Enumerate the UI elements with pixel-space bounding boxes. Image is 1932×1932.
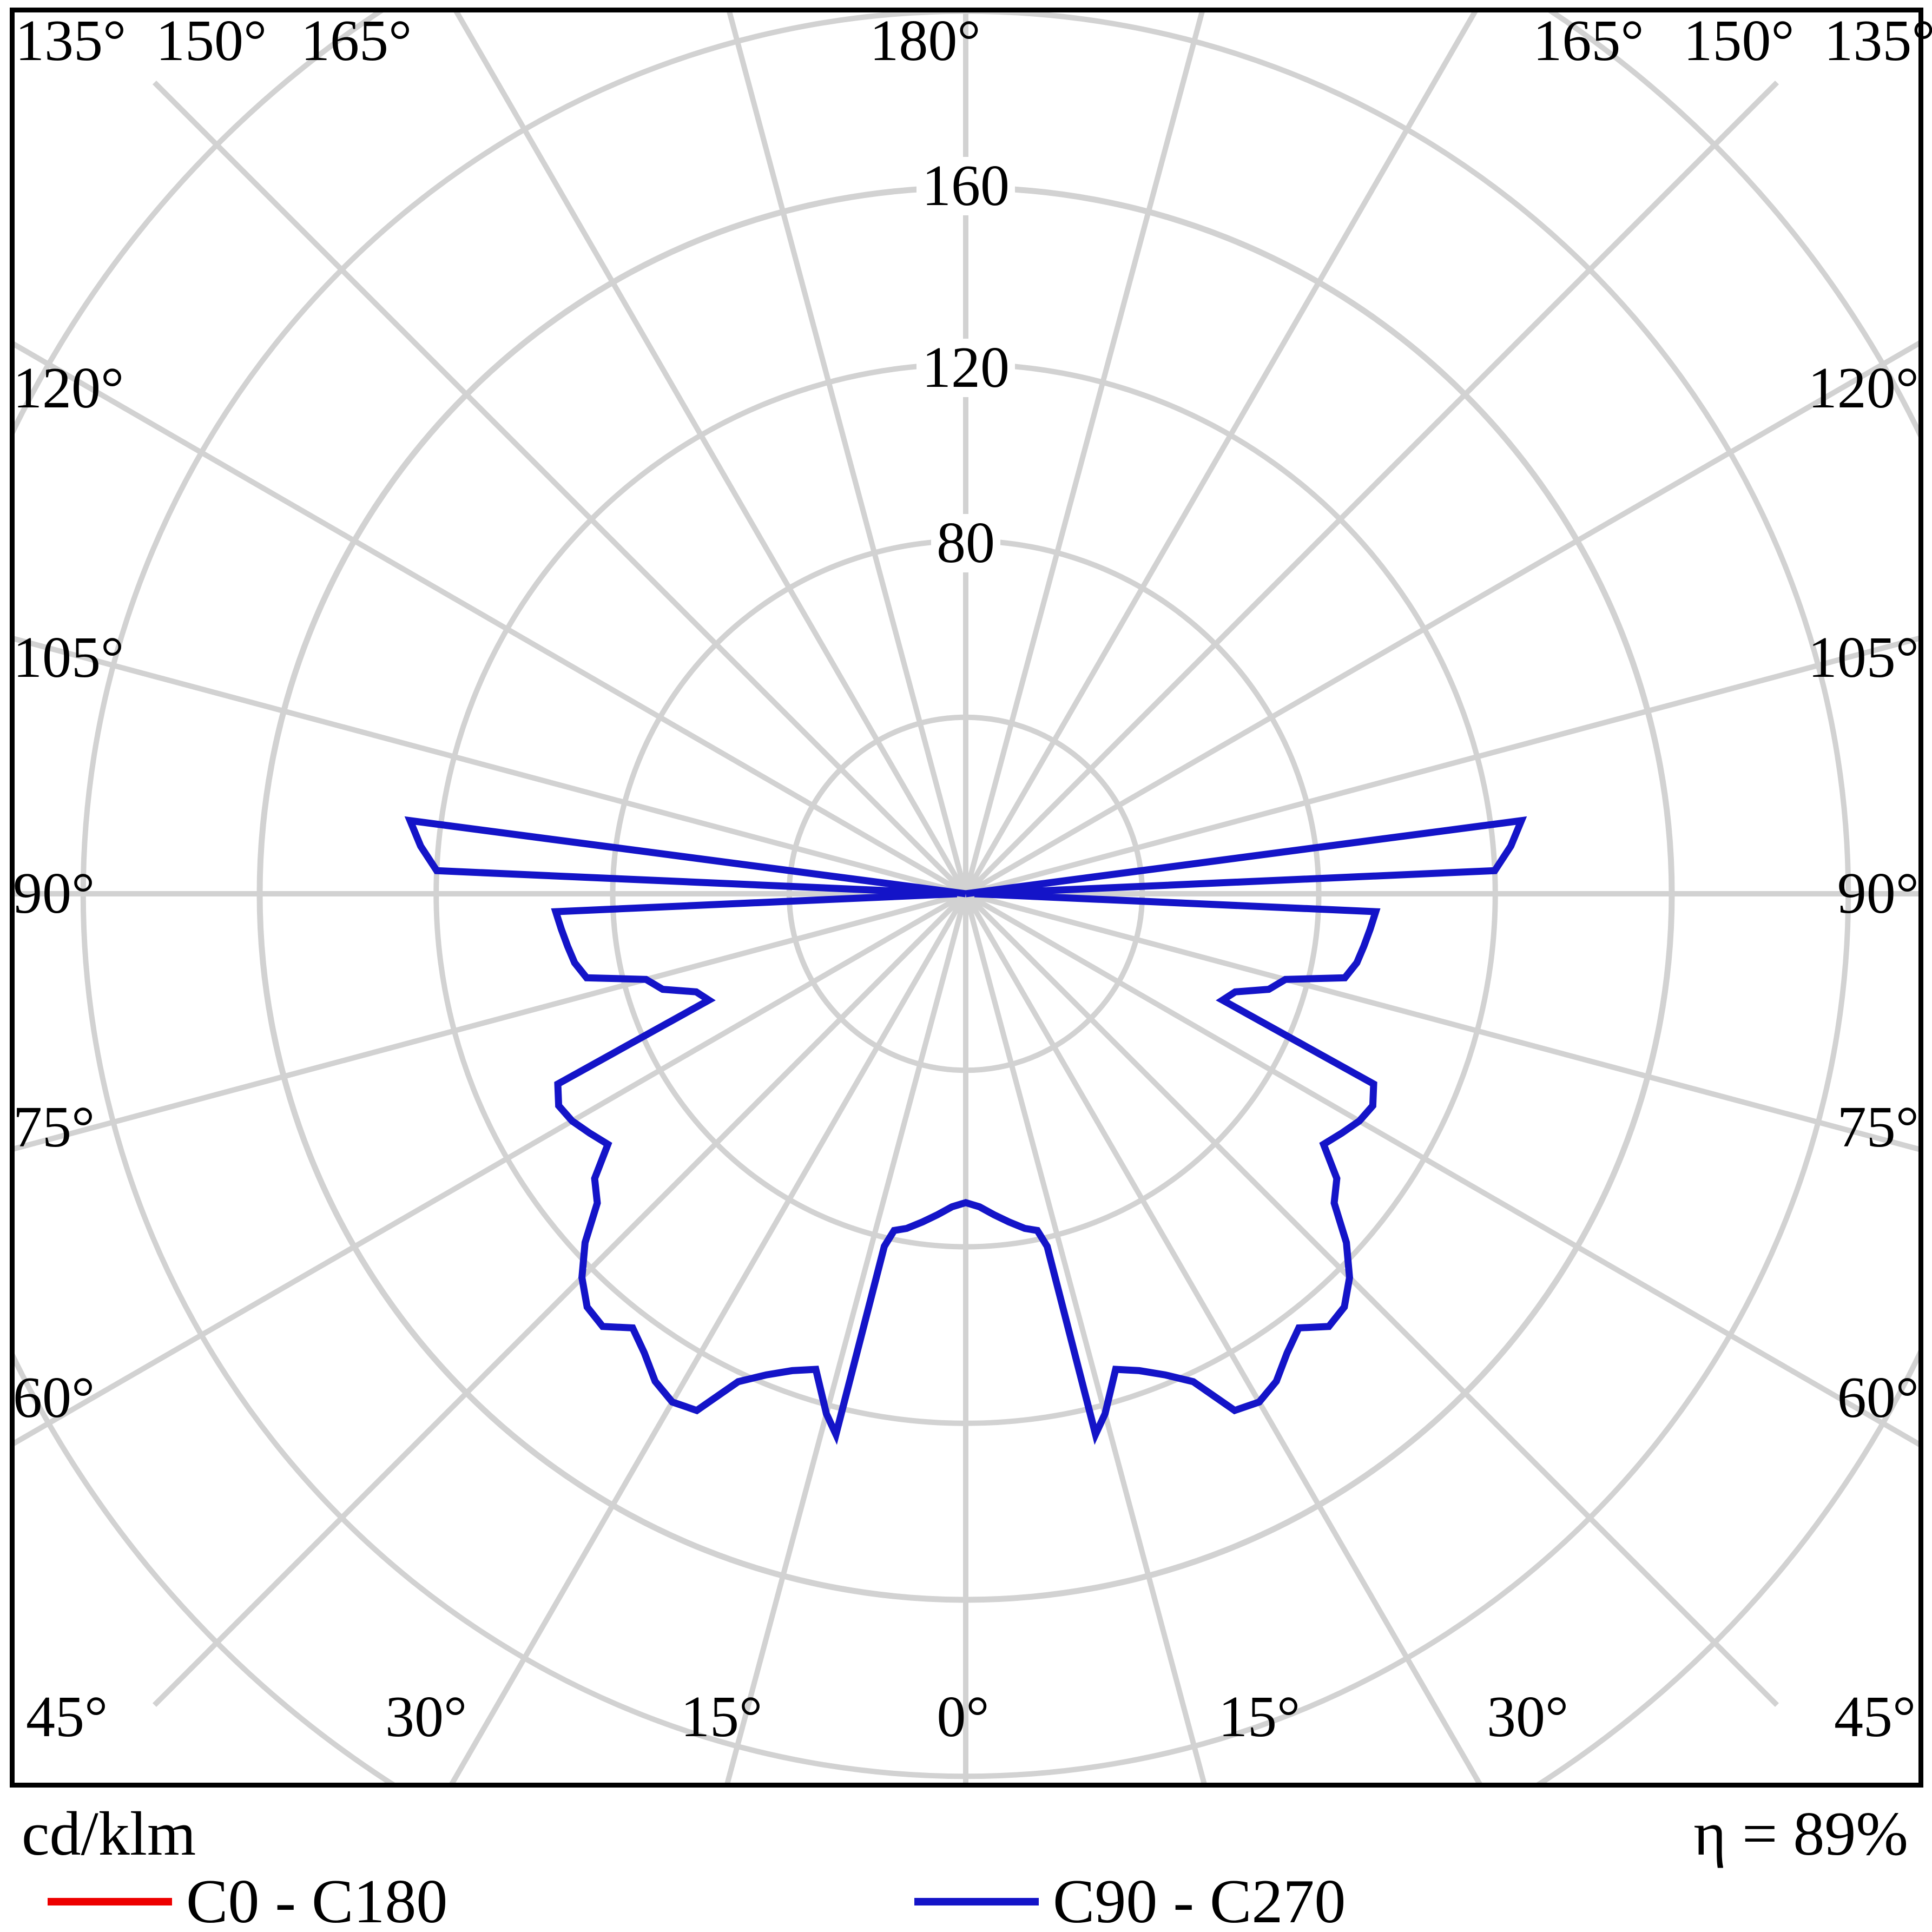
grid-spoke-15: [963, 893, 1151, 1577]
radial-tick-label-160: 160: [916, 157, 1015, 215]
chart-legend: cd/klm η = 89% C0 - C180 C90 - C270: [0, 1791, 1932, 1932]
legend-item-c0-c180[interactable]: C0 - C180: [48, 1870, 447, 1932]
grid-spoke-outer-120: [1575, 340, 1918, 543]
grid-spoke-outer--135: [152, 80, 469, 397]
grid-spoke-45: [964, 892, 1467, 1395]
grid-spoke--15: [780, 893, 968, 1577]
efficiency-label: η = 89%: [1693, 1799, 1908, 1869]
grid-spoke--45: [464, 892, 968, 1395]
angle-label-75-left: 75°: [13, 1095, 95, 1159]
unit-label: cd/klm: [22, 1799, 196, 1869]
grid-spoke-105: [965, 708, 1649, 896]
angle-label-60-right: 60°: [1837, 1366, 1919, 1430]
grid-spoke-outer-30: [1316, 1504, 1482, 1783]
grid-spoke-outer--105: [15, 636, 285, 714]
angle-label-135-topleft: 135°: [15, 9, 127, 73]
angle-label-30-bottomright: 30°: [1487, 1685, 1569, 1749]
grid-spoke-120: [964, 538, 1579, 896]
grid-spoke-outer--30: [449, 1504, 615, 1783]
angle-label-15-bottomright: 15°: [1218, 1685, 1301, 1749]
legend-label-c0-c180: C0 - C180: [186, 1867, 448, 1932]
angle-label-30-bottomleft: 30°: [385, 1685, 467, 1749]
grid-spoke-outer-105: [1647, 635, 1918, 714]
angle-label-120-right: 120°: [1808, 356, 1919, 420]
curve-c90-c270: [404, 816, 1527, 1445]
angle-label-60-left: 60°: [13, 1366, 95, 1430]
grid-spoke-outer--165: [727, 12, 786, 213]
grid-spoke-outer-135: [1463, 80, 1779, 397]
grid-spoke-30: [963, 892, 1321, 1507]
grid-spoke--60: [353, 891, 967, 1249]
grid-spoke-outer--60: [15, 1244, 356, 1446]
grid-spoke-outer-60: [1575, 1244, 1918, 1447]
legend-swatch-c90-c270: [914, 1898, 1039, 1905]
angle-label-90-right: 90°: [1837, 861, 1919, 926]
angle-label-180-top: 180°: [869, 9, 981, 73]
angle-label-135-topright: 135°: [1824, 9, 1932, 73]
grid-spoke-165: [963, 211, 1151, 895]
grid-spoke-outer--15: [724, 1575, 786, 1783]
grid-spoke-75: [965, 891, 1649, 1079]
grid-spoke--150: [610, 281, 968, 895]
grid-spoke--30: [610, 892, 968, 1507]
angle-label-75-right: 75°: [1837, 1095, 1919, 1159]
angle-label-150-topleft: 150°: [156, 9, 267, 73]
grid-spoke-outer--150: [453, 12, 615, 284]
grid-spoke-135: [964, 392, 1467, 896]
angle-label-165-topright: 165°: [1533, 9, 1644, 73]
angle-label-45-bottomright: 45°: [1834, 1685, 1916, 1749]
radial-tick-label-80: 80: [931, 514, 1000, 572]
angle-label-45-bottomleft: 45°: [26, 1685, 108, 1749]
legend-item-c90-c270[interactable]: C90 - C270: [914, 1870, 1346, 1932]
grid-spoke--120: [353, 538, 967, 896]
grid-spoke-outer-75: [1647, 1073, 1918, 1152]
grid-spoke-outer-150: [1316, 12, 1478, 284]
grid-spoke-outer--45: [152, 1391, 469, 1707]
angle-label-105-left: 105°: [13, 625, 124, 690]
grid-spoke-outer-45: [1463, 1391, 1779, 1707]
angle-label-150-topright: 150°: [1683, 9, 1795, 73]
angle-label-90-left: 90°: [13, 861, 95, 926]
legend-swatch-c0-c180: [48, 1898, 172, 1905]
grid-spoke--105: [283, 708, 967, 896]
grid-spoke--75: [283, 891, 967, 1079]
grid-spoke-outer-165: [1145, 12, 1205, 213]
grid-spoke-60: [964, 891, 1579, 1249]
grid-spoke-outer--75: [15, 1073, 285, 1152]
grid-spoke-150: [963, 281, 1321, 895]
grid-spoke--135: [464, 392, 968, 896]
radial-tick-label-120: 120: [916, 339, 1015, 397]
angle-label-165-topleft: 165°: [301, 9, 412, 73]
grid-spoke--165: [780, 211, 968, 895]
angle-label-105-right: 105°: [1808, 625, 1919, 690]
grid-spoke-outer-15: [1145, 1575, 1207, 1783]
grid-spoke-outer--120: [15, 341, 356, 543]
angle-label-120-left: 120°: [13, 356, 124, 420]
angle-label-15-bottomleft: 15°: [681, 1685, 763, 1749]
intensity-curves: [404, 816, 1527, 1445]
angle-label-0-bottom: 0°: [937, 1685, 990, 1749]
legend-label-c90-c270: C90 - C270: [1053, 1867, 1346, 1932]
